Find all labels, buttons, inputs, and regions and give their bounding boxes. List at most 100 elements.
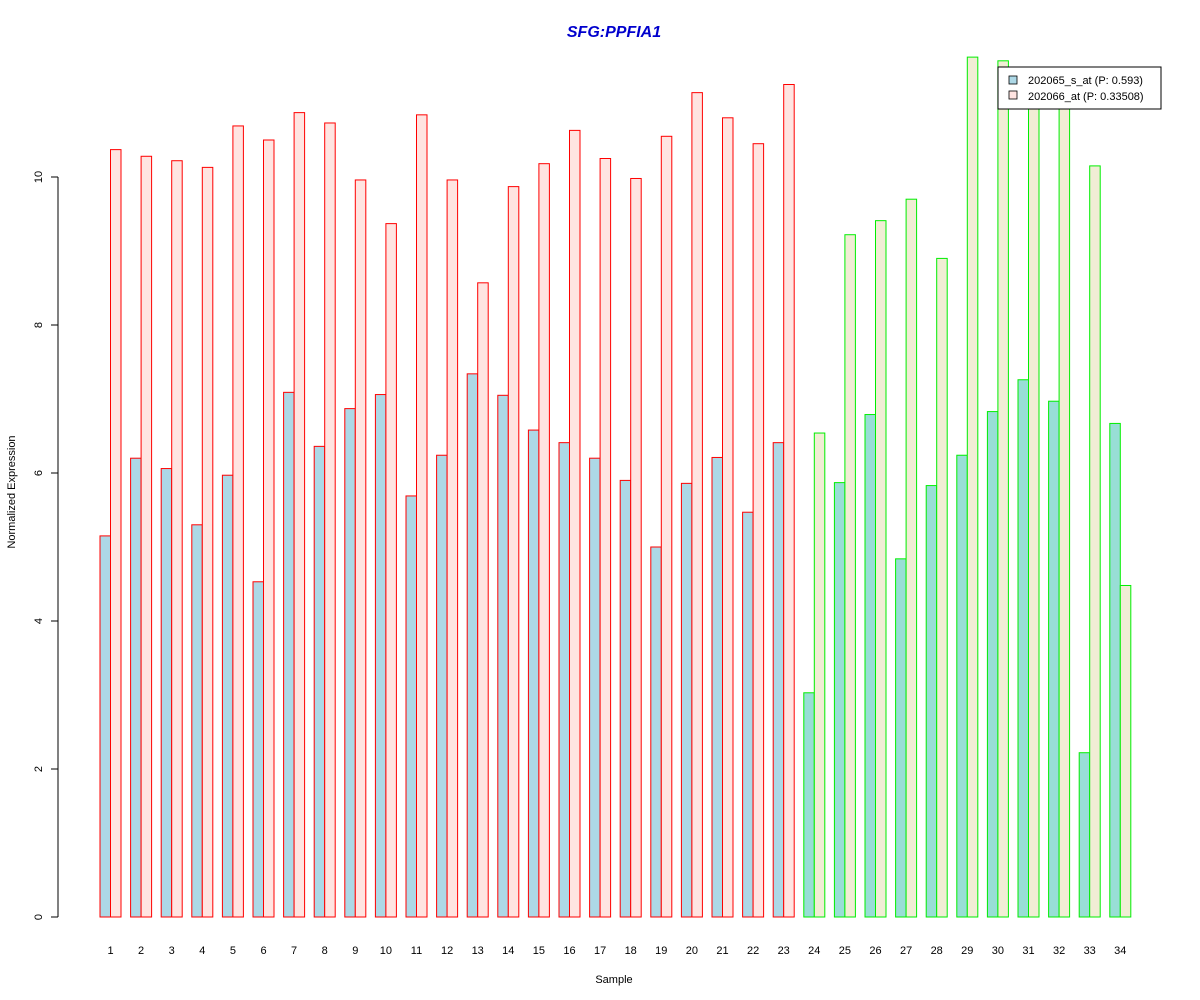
x-tick-label: 17: [594, 945, 606, 957]
bar-series-1: [191, 524, 203, 918]
bar-series-2: [630, 177, 642, 918]
bar-series-2: [1119, 584, 1132, 918]
x-tick-label: 1: [107, 945, 113, 957]
x-tick-label: 30: [992, 945, 1004, 957]
x-tick-label: 7: [291, 945, 297, 957]
bar-series-1: [558, 442, 570, 918]
x-axis-label: Sample: [595, 974, 632, 986]
x-tick-label: 19: [655, 945, 667, 957]
x-tick-label: 26: [869, 945, 881, 957]
y-tick-label: 6: [33, 470, 45, 476]
bar-series-2: [416, 114, 428, 918]
bar-series-2: [446, 179, 459, 918]
x-tick-label: 16: [563, 945, 575, 957]
legend-box: [997, 66, 1162, 110]
bar-series-1: [466, 373, 479, 918]
bar-series-1: [527, 429, 540, 918]
x-tick-label: 25: [839, 945, 851, 957]
bar-series-2: [660, 135, 673, 918]
bar-series-1: [650, 546, 662, 918]
x-tick-label: 18: [625, 945, 637, 957]
y-axis-label: Normalized Expression: [6, 435, 18, 548]
bar-series-2: [844, 234, 856, 918]
x-tick-label: 2: [138, 945, 144, 957]
bar-series-1: [742, 511, 754, 918]
bar-series-2: [1028, 93, 1040, 918]
x-tick-label: 28: [931, 945, 943, 957]
bar-series-2: [569, 129, 581, 918]
x-tick-label: 22: [747, 945, 759, 957]
x-tick-label: 27: [900, 945, 912, 957]
bar-series-1: [772, 442, 785, 918]
bar-series-1: [864, 414, 876, 918]
bar-series-2: [201, 166, 214, 918]
bar-series-1: [252, 581, 264, 918]
bar-series-1: [221, 474, 234, 918]
bar-series-2: [1089, 165, 1101, 918]
bar-series-1: [833, 482, 846, 918]
bar-series-2: [936, 257, 948, 918]
bar-series-2: [997, 60, 1009, 918]
y-tick-label: 0: [33, 914, 45, 920]
bars-group: [99, 56, 1132, 918]
legend-label-series-1: 202065_s_at (P: 0.593): [1028, 75, 1143, 87]
bar-series-2: [232, 125, 244, 918]
x-tick-label: 31: [1022, 945, 1034, 957]
y-tick-label: 4: [33, 618, 45, 624]
x-tick-label: 23: [778, 945, 790, 957]
bar-series-2: [691, 92, 703, 918]
bar-series-1: [344, 408, 356, 918]
x-tick-label: 8: [322, 945, 328, 957]
legend-swatch-series-1: [1008, 75, 1018, 85]
bar-series-1: [956, 454, 968, 918]
bar-series-2: [507, 186, 520, 918]
bar-series-1: [1017, 379, 1029, 918]
x-tick-label: 29: [961, 945, 973, 957]
bar-series-2: [783, 84, 795, 918]
x-tick-label: 14: [502, 945, 514, 957]
bar-series-1: [130, 457, 142, 918]
bar-series-1: [497, 394, 509, 918]
bar-series-2: [324, 122, 336, 918]
bar-series-2: [140, 155, 153, 918]
bar-series-2: [813, 432, 826, 918]
legend-swatch-series-2: [1008, 90, 1018, 100]
legend-label-series-2: 202066_at (P: 0.33508): [1028, 91, 1144, 103]
bar-series-1: [283, 391, 295, 918]
x-tick-label: 13: [472, 945, 484, 957]
legend: 202065_s_at (P: 0.593) 202066_at (P: 0.3…: [997, 66, 1162, 110]
bar-series-2: [599, 158, 612, 918]
x-tick-label: 20: [686, 945, 698, 957]
bar-series-1: [619, 479, 632, 918]
bar-series-2: [171, 160, 183, 918]
bar-series-2: [722, 117, 734, 918]
bar-series-1: [986, 411, 999, 918]
bar-series-1: [589, 457, 601, 918]
x-tick-label: 33: [1084, 945, 1096, 957]
y-tick-label: 10: [33, 171, 45, 183]
bar-series-2: [110, 149, 122, 918]
bar-series-2: [538, 163, 550, 918]
y-tick-label: 2: [33, 766, 45, 772]
bar-series-1: [1048, 400, 1060, 918]
x-tick-label: 21: [716, 945, 728, 957]
bar-series-2: [966, 56, 979, 918]
bar-series-2: [477, 282, 489, 918]
bar-series-1: [374, 394, 387, 918]
bar-series-1: [1078, 752, 1091, 918]
x-tick-label: 5: [230, 945, 236, 957]
x-tick-label: 11: [411, 945, 422, 957]
bar-series-1: [160, 468, 173, 918]
bar-series-2: [293, 112, 306, 918]
x-tick-label: 32: [1053, 945, 1065, 957]
bar-series-2: [263, 139, 275, 918]
x-tick-label: 9: [352, 945, 358, 957]
chart-title: SFG:PPFIA1: [567, 24, 661, 41]
bar-series-1: [895, 558, 907, 918]
bar-series-1: [436, 454, 448, 918]
x-tick-label: 15: [533, 945, 545, 957]
bar-series-2: [1058, 85, 1071, 918]
y-axis: 0 2 4 6 8 10: [33, 171, 59, 920]
bar-series-1: [680, 482, 693, 918]
